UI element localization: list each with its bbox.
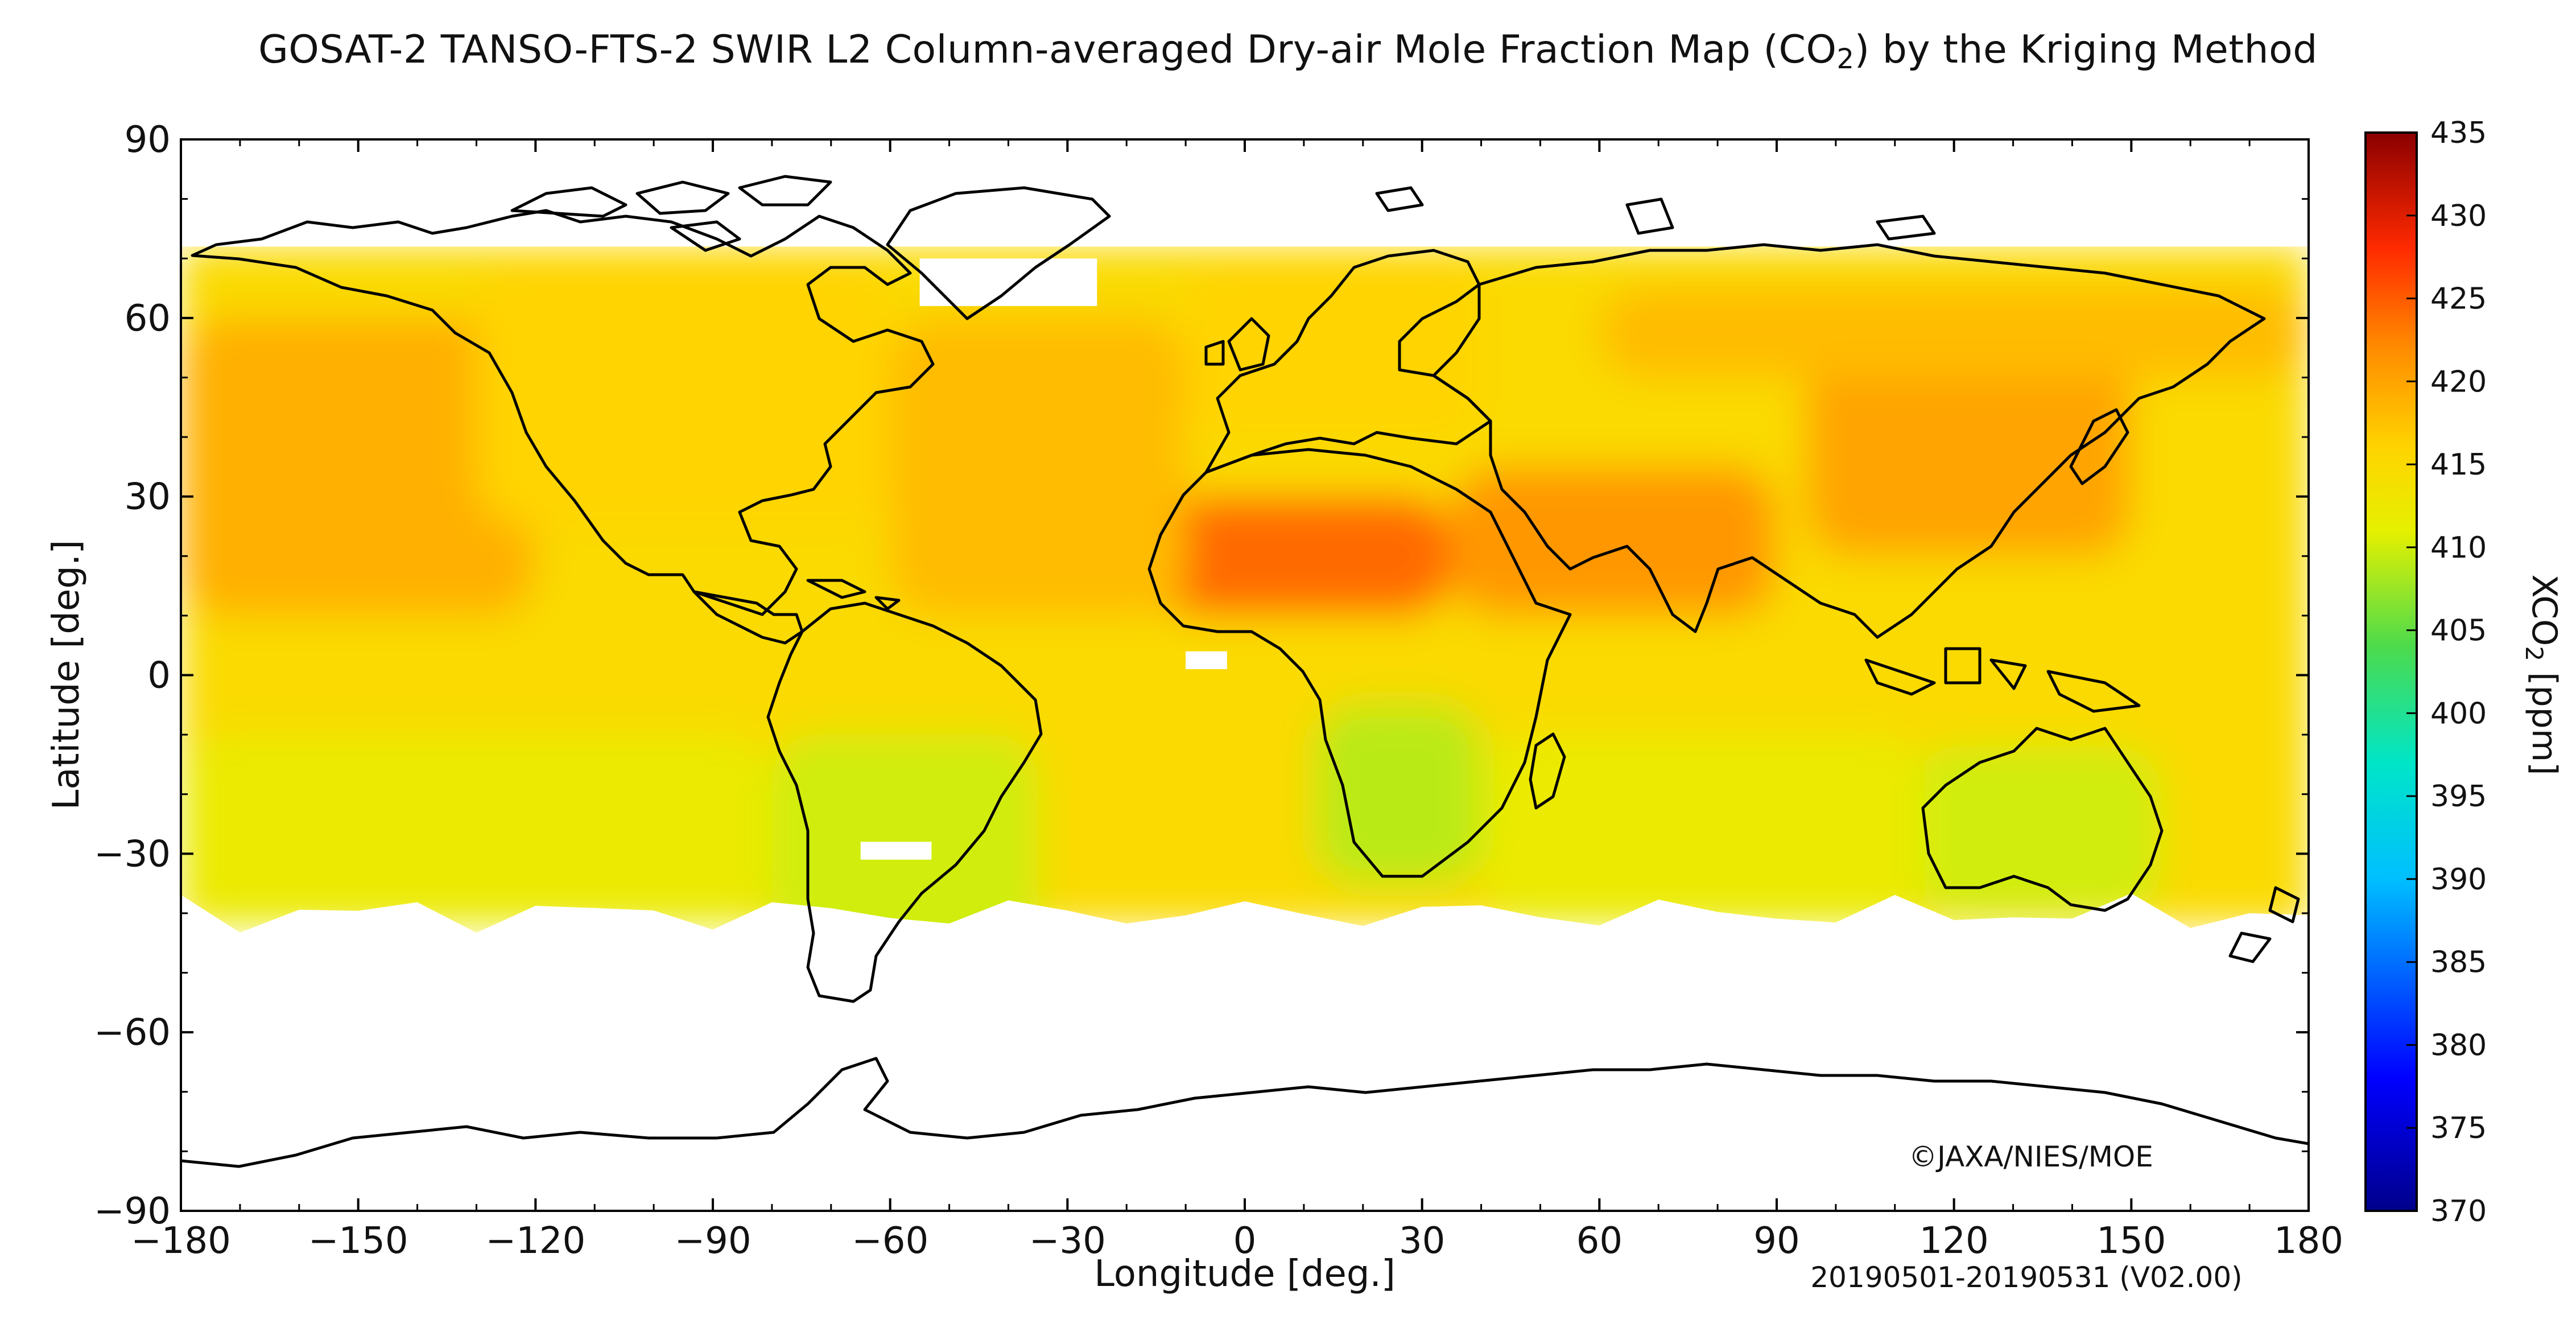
xco2-region-north-africa-sahara — [1156, 496, 1452, 616]
coastline-british-isles — [1204, 317, 1270, 372]
coastline-arctic-eurasia — [1375, 186, 1936, 241]
xco2-region-southern-africa — [1315, 704, 1481, 884]
x-tick-label: 150 — [2096, 1220, 2166, 1262]
coastline-greenland — [886, 186, 1111, 320]
xco2-region-north-pacific — [181, 318, 536, 616]
colorbar-label: XCO2 [ppm] — [2520, 574, 2564, 775]
colorbar-ticks: 435 430 425 420 415 410 405 400 395 390 385 380 375 3… — [2406, 116, 2487, 1228]
colorbar-tick-label: 415 — [2430, 448, 2487, 482]
credit-text: ©JAXA/NIES/MOE — [1909, 1140, 2153, 1173]
coastline-central-america — [692, 579, 901, 645]
xco2-region-equatorial-band — [181, 615, 2309, 735]
colorbar-tick-label: 435 — [2430, 116, 2487, 150]
xco2-region-south-indian-ocean — [1481, 735, 1925, 925]
colorbar-tick-label: 380 — [2430, 1028, 2487, 1062]
colorbar-tick-label: 420 — [2430, 365, 2487, 399]
coastlines — [181, 175, 2309, 1168]
colorbar-tick-label: 395 — [2430, 780, 2487, 814]
coastline-madagascar — [1529, 732, 1566, 810]
x-axis: −180 −150 −120 −90 −60 −30 0 30 60 90 120 150 180 — [131, 139, 2343, 1262]
y-tick-label: 0 — [147, 655, 171, 697]
xco2-region-europe — [1186, 258, 1481, 438]
colorbar-tick-label: 390 — [2430, 863, 2487, 897]
y-tick-label: 60 — [125, 298, 171, 340]
colorbar-tick-label: 410 — [2430, 531, 2487, 565]
coastline-south-america — [766, 601, 1043, 1003]
x-tick-label: 30 — [1399, 1220, 1445, 1262]
y-tick-label: −30 — [94, 833, 171, 875]
colorbar-tick-label: 430 — [2430, 199, 2487, 233]
map-title: GOSAT-2 TANSO-FTS-2 SWIR L2 Column-avera… — [258, 27, 2318, 75]
xco2-region-north-america — [476, 258, 890, 526]
colorbar-tick-label: 405 — [2430, 614, 2487, 648]
colorbar-tick-label: 375 — [2430, 1111, 2487, 1145]
xco2-region-south-pacific — [181, 735, 772, 925]
coastline-north-america — [191, 209, 935, 616]
colorbar — [2364, 131, 2418, 1212]
colorbar-tick-label: 425 — [2430, 282, 2487, 316]
coastline-arctic-islands — [510, 175, 832, 252]
coastline-australia — [1921, 727, 2164, 912]
period-text: 20190501-20190531 (V02.00) — [1810, 1261, 2242, 1294]
colorbar-tick-label: 370 — [2430, 1194, 2487, 1228]
x-tick-label: −120 — [485, 1220, 585, 1262]
coastline-new-zealand — [2228, 886, 2300, 963]
xco2-region-east-asia — [1806, 348, 2132, 556]
xco2-field — [181, 139, 2309, 1211]
xco2-region-arabia-india — [1451, 467, 1777, 616]
coastline-asia — [1432, 243, 2266, 639]
x-axis-label: Longitude [deg.] — [1094, 1253, 1396, 1295]
coastline-japan — [2069, 408, 2129, 485]
xco2-region-australia — [1912, 747, 2161, 913]
x-tick-label: 180 — [2274, 1220, 2343, 1262]
x-tick-label: −60 — [852, 1220, 928, 1262]
y-axis: 90 60 30 0 −30 −60 −90 — [94, 119, 2309, 1232]
y-tick-label: −60 — [94, 1012, 171, 1054]
colorbar-tick-label: 385 — [2430, 946, 2487, 980]
coastline-antarctica — [181, 1057, 2309, 1168]
x-tick-label: −30 — [1029, 1220, 1106, 1262]
y-axis-label: Latitude [deg.] — [46, 540, 88, 810]
y-tick-label: −90 — [94, 1190, 171, 1232]
x-tick-label: 90 — [1753, 1220, 1799, 1262]
y-tick-label: 30 — [125, 476, 171, 518]
y-tick-label: 90 — [125, 119, 171, 161]
x-tick-label: 0 — [1233, 1220, 1257, 1262]
coastline-europe — [1204, 249, 1492, 474]
x-tick-label: 60 — [1576, 1220, 1623, 1262]
coastline-indonesia — [1864, 647, 2141, 713]
xco2-region-north-atlantic — [890, 318, 1186, 616]
x-tick-label: −90 — [674, 1220, 751, 1262]
x-tick-label: −150 — [308, 1220, 408, 1262]
xco2-region-siberia — [1599, 288, 2309, 378]
x-tick-label: −180 — [131, 1220, 231, 1262]
coastline-africa — [1147, 448, 1572, 878]
x-tick-label: 120 — [1919, 1220, 1989, 1262]
colorbar-tick-label: 400 — [2430, 696, 2487, 731]
